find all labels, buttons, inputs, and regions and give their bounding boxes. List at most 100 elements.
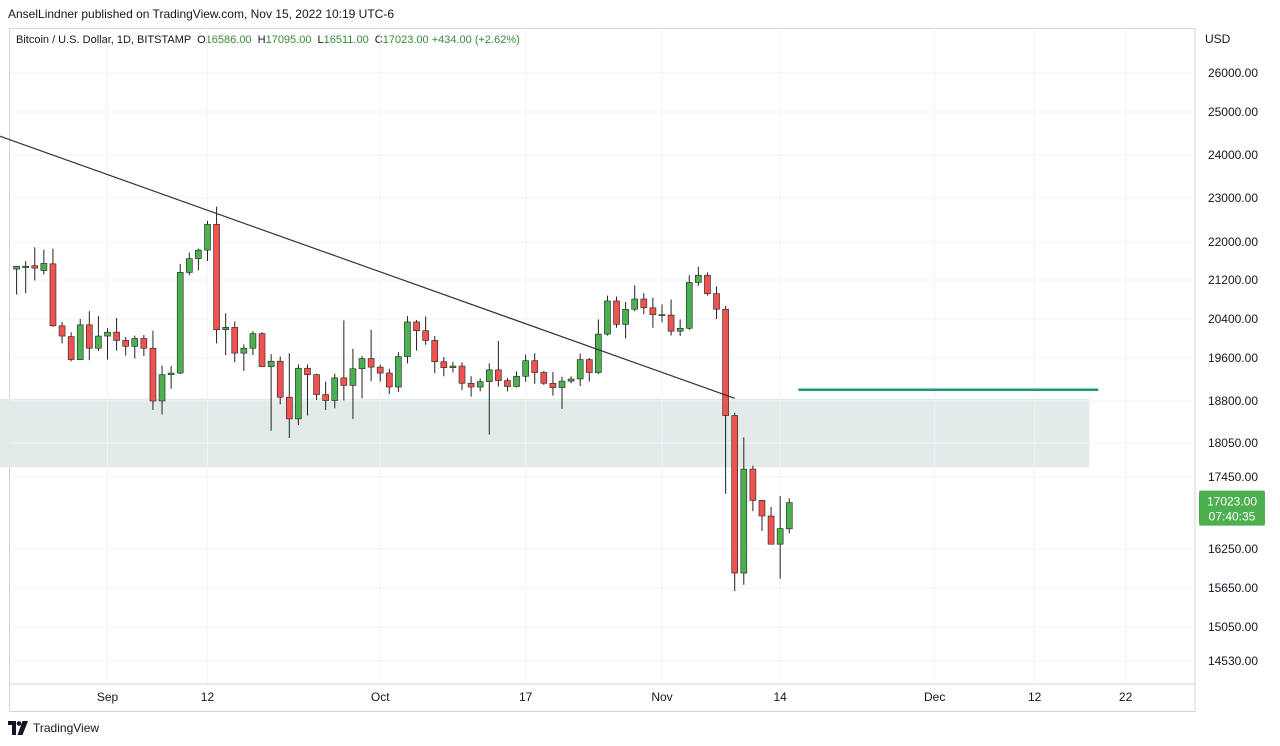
candle-body <box>467 382 475 388</box>
candle <box>604 295 611 336</box>
candle-body <box>513 375 520 387</box>
candle <box>449 361 457 373</box>
time-tick-label: 14 <box>773 690 787 704</box>
candle <box>295 364 302 426</box>
candle <box>367 329 375 382</box>
price-tick-label: 15650.00 <box>1208 581 1258 595</box>
candle <box>131 335 139 359</box>
candle <box>258 332 266 367</box>
candle-body <box>331 377 339 401</box>
candle-body <box>131 338 139 347</box>
candle-body <box>322 394 329 401</box>
candle-body <box>422 330 429 341</box>
candle-body <box>704 274 711 294</box>
candle <box>485 363 493 435</box>
candle-body <box>404 321 411 357</box>
candle <box>685 275 693 330</box>
price-tick-label: 26000.00 <box>1208 66 1258 80</box>
candle-body <box>522 360 529 377</box>
candle-body <box>776 528 784 545</box>
candle-body <box>785 502 793 530</box>
candle-body <box>749 468 757 501</box>
symbol-legend: Bitcoin / U.S. Dollar, 1D, BITSTAMP O165… <box>16 34 520 46</box>
candle-body <box>731 415 739 574</box>
candle <box>349 348 357 419</box>
candle <box>167 366 175 389</box>
candle-body <box>195 249 202 259</box>
candle-body <box>685 282 693 329</box>
candle-body <box>385 372 393 388</box>
candle-body <box>504 380 511 387</box>
drawings-layer <box>0 135 1099 399</box>
candle <box>622 301 629 339</box>
candle <box>504 377 511 392</box>
candle-body <box>549 382 557 388</box>
candle <box>195 248 202 271</box>
candle <box>358 356 366 399</box>
candle <box>313 373 320 400</box>
chart-pane[interactable] <box>9 28 1195 712</box>
candle <box>613 296 620 328</box>
price-axis: 26000.00 25000.00 24000.00 23000.00 22000.00… <box>1194 28 1258 712</box>
descending-trendline <box>0 135 735 399</box>
candle <box>722 305 729 494</box>
candle-body <box>267 360 275 367</box>
candle-body <box>585 359 593 373</box>
candle <box>713 286 720 319</box>
candle <box>340 320 348 401</box>
candle <box>631 285 639 312</box>
candle <box>467 376 475 397</box>
candle <box>58 321 66 344</box>
change-value: +434.00 (+2.62%) <box>431 34 520 46</box>
candle <box>31 247 39 281</box>
price-tick-label: 21200.00 <box>1208 273 1258 287</box>
candle <box>422 316 429 345</box>
candle <box>513 371 520 388</box>
candle <box>540 370 548 385</box>
candle <box>531 353 539 384</box>
candle <box>758 499 766 531</box>
candle-body <box>222 326 229 331</box>
candle-body <box>204 224 211 251</box>
candle-body <box>295 367 302 420</box>
candle-body <box>758 500 766 517</box>
currency-label[interactable]: USD <box>1205 32 1231 46</box>
price-tick-label: 18050.00 <box>1208 436 1258 450</box>
candle <box>440 357 448 377</box>
candle <box>404 316 411 364</box>
price-tick-label: 23000.00 <box>1208 191 1258 205</box>
candle-body <box>158 374 166 402</box>
candle <box>676 319 684 337</box>
candle-body <box>767 515 775 545</box>
close-value: 17023.00 <box>382 34 429 46</box>
last-price-value: 17023.00 <box>1207 495 1257 509</box>
grid-layer <box>10 28 1195 684</box>
time-tick-label: Sep <box>97 690 119 704</box>
candle <box>22 261 29 294</box>
candle <box>140 335 148 357</box>
candle-body <box>567 378 575 382</box>
candle <box>395 352 402 392</box>
candle-body <box>167 372 175 375</box>
price-tick-label: 17450.00 <box>1208 470 1258 484</box>
candle-body <box>113 331 120 341</box>
candle-body <box>376 366 384 374</box>
candle <box>122 337 129 356</box>
candle-body <box>258 333 266 367</box>
candles-layer <box>13 206 793 592</box>
candle-body <box>613 300 620 325</box>
candle-body <box>540 372 548 384</box>
candle <box>204 220 211 261</box>
candle <box>186 252 193 276</box>
candle-body <box>149 347 157 402</box>
candle-body <box>249 333 257 349</box>
open-value: 16586.00 <box>205 34 252 46</box>
last-price-tag-bg <box>1199 490 1265 526</box>
candle-body <box>413 321 420 331</box>
price-tick-label: 14530.00 <box>1208 654 1258 668</box>
candle-body <box>122 340 129 347</box>
candle-body <box>13 265 20 270</box>
time-tick-label: 12 <box>201 690 215 704</box>
candle <box>558 376 566 409</box>
